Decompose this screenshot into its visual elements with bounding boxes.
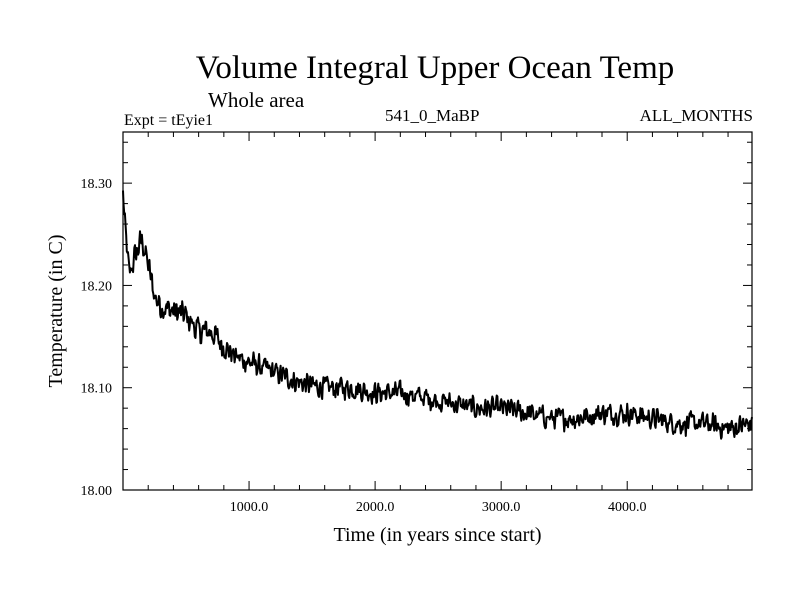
experiment-label: Expt = tEyie1 [124,112,214,129]
x-tick-label: 1000.0 [230,500,269,515]
y-tick-label: 18.30 [81,177,113,192]
temperature-series-line [122,190,753,440]
axis-ticks [123,132,752,491]
x-tick-label: 3000.0 [482,500,521,515]
y-tick-label: 18.10 [81,382,113,397]
axis-tick-labels: 1000.0 2000.0 3000.0 4000.0 18.00 18.10 18.20 1… [81,177,647,515]
months-label: ALL_MONTHS [639,106,753,125]
run-id-label: 541_0_MaBP [385,106,480,125]
chart-subtitle: Whole area [208,88,305,112]
x-tick-label: 4000.0 [608,500,647,515]
x-axis-label: Time (in years since start) [333,524,541,546]
y-axis-label: Temperature (in C) [45,235,67,388]
y-tick-label: 18.20 [81,279,113,294]
x-tick-label: 2000.0 [356,500,395,515]
plot-frame [122,131,753,491]
y-tick-label: 18.00 [81,484,113,499]
chart-title: Volume Integral Upper Ocean Temp [195,50,675,86]
